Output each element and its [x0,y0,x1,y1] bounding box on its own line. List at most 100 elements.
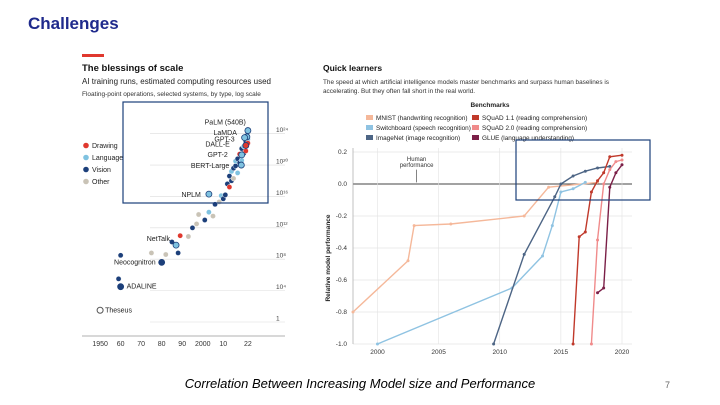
legend-label-other: Other [92,179,110,186]
series-point [614,160,618,164]
labeled-point-marker [96,306,104,314]
labeled-point-marker [238,151,246,159]
legend-swatch [472,125,479,130]
page-number: 7 [664,380,670,390]
point-label: GPT-2 [208,152,228,159]
series-point [608,155,612,159]
y-tick-label: 10²⁰ [276,158,288,166]
x-tick-label: 2020 [615,349,630,356]
data-point [195,211,202,218]
scale-chart-title: The blessings of scale [82,63,183,74]
quick-learners-subtitle-line-2: accelerating. But they often fall short … [323,88,475,95]
series-point [559,182,563,186]
series-point [583,230,587,234]
legend-series-label: SQuAD 1.1 (reading comprehension) [482,115,587,122]
series-point [608,185,612,189]
quick-learners-subtitle-line-1: The speed at which artificial intelligen… [323,79,609,86]
point-label: NPLM [181,192,201,199]
series-point [522,252,526,256]
series-point [571,187,575,191]
legend-series-label: MNIST (handwriting recognition) [376,115,468,122]
legend-label-language: Language [92,155,123,162]
data-point [177,232,183,239]
series-point [522,214,526,218]
data-point [148,250,155,256]
series-point [583,180,587,184]
series-point [412,224,416,228]
point-label: Neocognitron [114,259,156,266]
data-point [230,175,237,182]
data-point [226,184,233,190]
highlight-box-scale [122,101,269,204]
series-point [589,190,593,194]
legend-swatch [366,125,373,130]
series-point [553,195,557,199]
labeled-point-marker [241,134,249,142]
series-point [375,342,379,346]
x-tick-label: 2010 [492,349,507,356]
series-point [492,342,496,346]
slide-title: Challenges [28,14,119,33]
legend-series-label: GLUE (language understanding) [482,135,574,142]
y-tick-label: 10¹² [276,221,288,228]
legend-label-drawing: Drawing [92,143,118,150]
series-point [596,179,600,183]
x-tick-label: 22 [244,341,252,348]
legend-series-label: SQuAD 2.0 (reading comprehension) [482,125,587,132]
annotation-line-2: performance [400,163,434,169]
series-point [541,254,545,258]
point-label: BERT-Large [191,163,229,170]
series-point [577,235,581,239]
y-tick-label: 10²⁴ [276,127,288,134]
data-point [206,209,212,215]
point-label: GPT-3 [214,137,234,144]
labeled-point-marker [237,161,245,169]
point-label: PaLM (540B) [205,120,246,127]
y-tick-label: -1.0 [336,341,348,348]
y-tick-label: 10⁸ [276,253,286,260]
series-line [590,159,623,345]
y-tick-label: 1 [276,316,280,323]
y-tick-label: -0.4 [336,245,348,252]
series-point [449,222,453,226]
x-tick-label: 70 [137,341,145,348]
series-point [620,153,624,157]
chart-accent-bar [82,54,104,57]
series-point [596,166,600,170]
y-axis-label: Relative model performance [325,214,332,301]
scale-chart: The blessings of scale AI training runs,… [82,54,288,348]
series-point [589,342,593,346]
data-point [201,217,208,223]
data-point [117,252,124,259]
x-tick-label: 10 [219,341,227,348]
series-point [596,238,600,242]
legend-swatch-vision [83,166,89,173]
quick-learners-chart: Quick learners The speed at which artifi… [323,63,651,356]
data-point [175,250,181,256]
point-label: Theseus [105,308,132,315]
series-point [406,259,410,263]
series-point [620,158,624,162]
y-tick-label: -0.2 [336,213,348,220]
legend-swatch-language [83,154,89,161]
scale-chart-subtitle-2: Floating-point operations, selected syst… [82,91,261,98]
highlight-box-quick [515,139,651,201]
series-point [602,286,606,290]
series-point [571,174,575,178]
x-tick-label: 2000 [370,349,385,356]
series-point [608,168,612,172]
data-point [185,233,192,240]
legend-swatch [472,135,479,140]
legend-swatch [366,135,373,140]
labeled-point-marker [158,258,166,266]
legend-title: Benchmarks [470,102,509,109]
quick-learners-title: Quick learners [323,63,382,73]
point-label: ADALINE [127,284,157,291]
series-point [351,310,355,314]
series-point [571,342,575,346]
point-label: DALL-E [205,141,230,148]
legend-label-vision: Vision [92,167,111,174]
x-tick-label: 60 [117,341,125,348]
labeled-point-marker [205,190,213,198]
